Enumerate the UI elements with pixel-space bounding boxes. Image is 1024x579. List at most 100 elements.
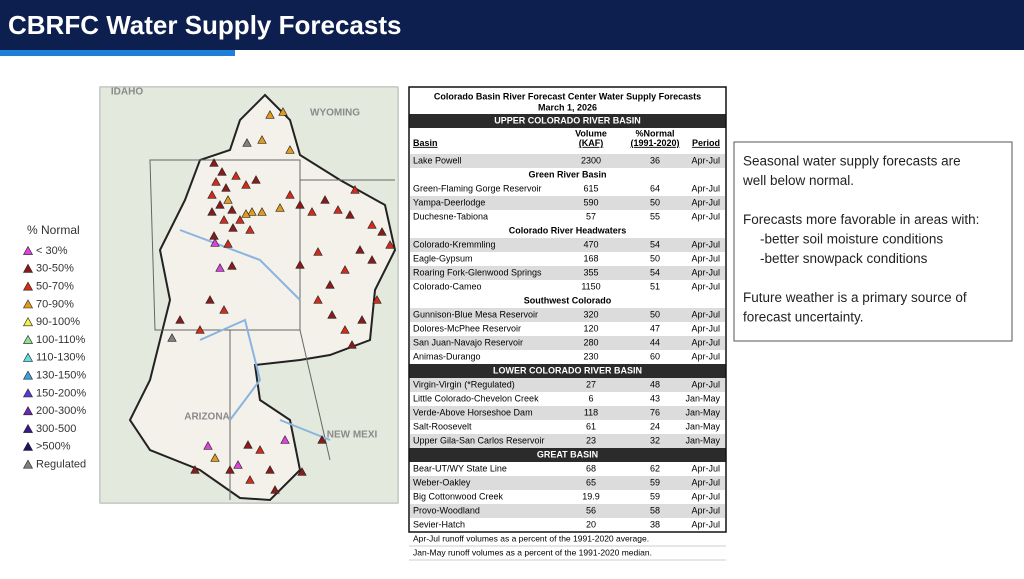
- map-marker: [209, 231, 219, 240]
- table-cell: 59: [650, 491, 660, 501]
- column-header: Volume: [575, 128, 607, 138]
- map-marker: [275, 203, 285, 212]
- map-marker: [327, 310, 337, 319]
- table-cell: Apr-Jul: [691, 491, 720, 501]
- legend-swatch: [22, 317, 34, 327]
- map-marker: [207, 207, 217, 216]
- map-marker: [215, 200, 225, 209]
- row-shade: [410, 476, 725, 490]
- row-shade: [410, 308, 725, 322]
- table-cell: 76: [650, 407, 660, 417]
- table-cell: 470: [583, 239, 598, 249]
- column-header: Period: [692, 138, 720, 148]
- map-marker: [295, 200, 305, 209]
- table-footnote: Jan-May runoff volumes as a percent of t…: [413, 547, 652, 557]
- text-box-line: well below normal.: [742, 173, 854, 188]
- table-cell: 59: [650, 477, 660, 487]
- map-marker: [210, 453, 220, 462]
- map-marker: [385, 240, 395, 249]
- text-box-line: forecast uncertainty.: [743, 310, 864, 325]
- table-cell: 54: [650, 267, 660, 277]
- basin-band: [409, 364, 726, 378]
- table-cell: Apr-Jul: [691, 379, 720, 389]
- table-cell: Apr-Jul: [691, 155, 720, 165]
- table-cell: Apr-Jul: [691, 463, 720, 473]
- table-cell: 615: [583, 183, 598, 193]
- table-cell: 120: [583, 323, 598, 333]
- table-cell: 68: [586, 463, 596, 473]
- map-marker: [195, 325, 205, 334]
- map-label: IDAHO: [111, 87, 143, 98]
- row-shade: [410, 336, 725, 350]
- map-marker: [207, 190, 217, 199]
- row-shade: [410, 196, 725, 210]
- legend-label: 30-50%: [36, 263, 74, 275]
- legend-label: 70-90%: [36, 298, 74, 310]
- text-box-line: Forecasts more favorable in areas with:: [743, 212, 979, 227]
- map-marker: [357, 315, 367, 324]
- basin-band: [409, 448, 726, 462]
- map-marker: [241, 180, 251, 189]
- table-cell: Salt-Roosevelt: [413, 421, 472, 431]
- map-marker: [372, 295, 382, 304]
- table-cell: 32: [650, 435, 660, 445]
- map-marker: [340, 325, 350, 334]
- row-shade: [410, 504, 725, 518]
- basin-outline: [128, 93, 397, 502]
- map-marker: [270, 485, 280, 494]
- legend-swatch: [22, 263, 34, 273]
- map-marker: [257, 135, 267, 144]
- column-header: %Normal: [635, 128, 674, 138]
- table-cell: 355: [583, 267, 598, 277]
- slide-title: CBRFC Water Supply Forecasts: [8, 10, 401, 40]
- legend-label: 130-150%: [36, 370, 86, 382]
- table-cell: Colorado-Cameo: [413, 281, 482, 291]
- basin-name: UPPER COLORADO RIVER BASIN: [494, 115, 641, 125]
- map-marker: [245, 225, 255, 234]
- table-cell: 168: [583, 253, 598, 263]
- legend-swatch: [22, 299, 34, 309]
- table-cell: Apr-Jul: [691, 351, 720, 361]
- table-cell: 44: [650, 337, 660, 347]
- table-cell: Sevier-Hatch: [413, 519, 465, 529]
- map-marker: [217, 167, 227, 176]
- row-shade: [410, 378, 725, 392]
- table-cell: Apr-Jul: [691, 323, 720, 333]
- map-marker: [235, 215, 245, 224]
- table-cell: 50: [650, 309, 660, 319]
- table-cell: Apr-Jul: [691, 253, 720, 263]
- map-marker: [223, 195, 233, 204]
- table-cell: Apr-Jul: [691, 267, 720, 277]
- map-marker: [377, 227, 387, 236]
- table-border: [408, 86, 727, 533]
- map-marker: [247, 207, 257, 216]
- table-cell: Jan-May: [685, 421, 720, 431]
- table-cell: 43: [650, 393, 660, 403]
- table-cell: Apr-Jul: [691, 309, 720, 319]
- table-cell: Green-Flaming Gorge Reservoir: [413, 183, 542, 193]
- map-marker: [245, 475, 255, 484]
- table-cell: Apr-Jul: [691, 183, 720, 193]
- row-shade: [410, 266, 725, 280]
- table-cell: 56: [586, 505, 596, 515]
- table-cell: Jan-May: [685, 393, 720, 403]
- map-marker: [285, 190, 295, 199]
- table-cell: Verde-Above Horseshoe Dam: [413, 407, 533, 417]
- map-marker: [297, 467, 307, 476]
- table-cell: 50: [650, 197, 660, 207]
- table-cell: 38: [650, 519, 660, 529]
- map-label: ARIZONA: [184, 412, 230, 423]
- map-marker: [350, 185, 360, 194]
- table-cell: 36: [650, 155, 660, 165]
- map-marker: [367, 220, 377, 229]
- map-marker: [325, 280, 335, 289]
- table-cell: 24: [650, 421, 660, 431]
- text-box-line: Future weather is a primary source of: [743, 290, 967, 305]
- legend-swatch: [22, 441, 34, 451]
- text-box: [733, 141, 1013, 342]
- legend-swatch: [22, 334, 34, 344]
- map-marker: [295, 260, 305, 269]
- map-marker: [317, 435, 327, 444]
- table-cell: 58: [650, 505, 660, 515]
- table-cell: Provo-Woodland: [413, 505, 480, 515]
